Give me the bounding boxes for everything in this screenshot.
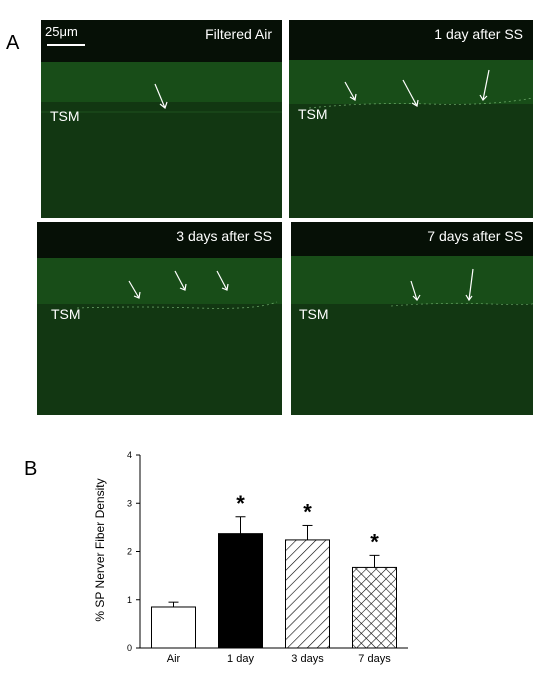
y-tick-label: 1 [127,595,132,605]
panel-b-label: B [24,458,38,480]
bar-chart: 0 1 2 3 4 Air * 1 day * 3 days * 7 days % SP Nerve… [93,450,408,665]
scale-bar-label: 25μm [45,24,78,39]
significance-marker: * [303,499,312,524]
scale-bar [47,44,85,46]
panel-a-label: A [6,32,20,54]
micrograph-image [291,222,533,415]
arrow-icon [174,270,187,291]
y-tick-label: 4 [127,450,132,460]
tsm-label: TSM [50,108,80,124]
micrograph-7-days: 7 days after SS TSM [291,222,533,415]
arrow-icon [479,69,490,101]
y-tick-label: 3 [127,498,132,508]
micrograph-title: 7 days after SS [427,228,523,244]
bar-7-days [352,566,397,649]
micrograph-image [289,20,533,218]
arrow-icon [154,83,168,110]
micrograph-1-day: 1 day after SS TSM [289,20,533,218]
bar-1-day [218,533,263,649]
x-category-label: Air [167,653,181,665]
x-category-label: 3 days [291,653,324,665]
arrow-icon [344,81,357,101]
micrograph-title: 1 day after SS [434,26,523,42]
y-tick-label: 0 [127,643,132,653]
micrograph-title: 3 days after SS [176,228,272,244]
micrograph-filtered-air: Filtered Air TSM 25μm [41,20,282,218]
tsm-label: TSM [299,306,329,322]
micrograph-image [37,222,282,415]
micrograph-image [41,20,282,218]
y-tick-label: 2 [127,547,132,557]
x-category-label: 7 days [358,653,391,665]
significance-marker: * [370,529,379,554]
arrow-icon [402,79,419,107]
tsm-label: TSM [51,306,81,322]
y-axis-label: % SP Nerver Fiber Density [93,478,107,621]
arrow-icon [410,280,421,301]
arrow-icon [216,270,229,291]
bar-Air [151,606,196,649]
bar-3-days [285,539,330,649]
arrow-icon [465,268,474,302]
significance-marker: * [236,491,245,516]
arrow-icon [128,280,141,299]
tsm-label: TSM [298,106,328,122]
micrograph-3-days: 3 days after SS TSM [37,222,282,415]
micrograph-title: Filtered Air [205,26,272,42]
x-category-label: 1 day [227,653,254,665]
